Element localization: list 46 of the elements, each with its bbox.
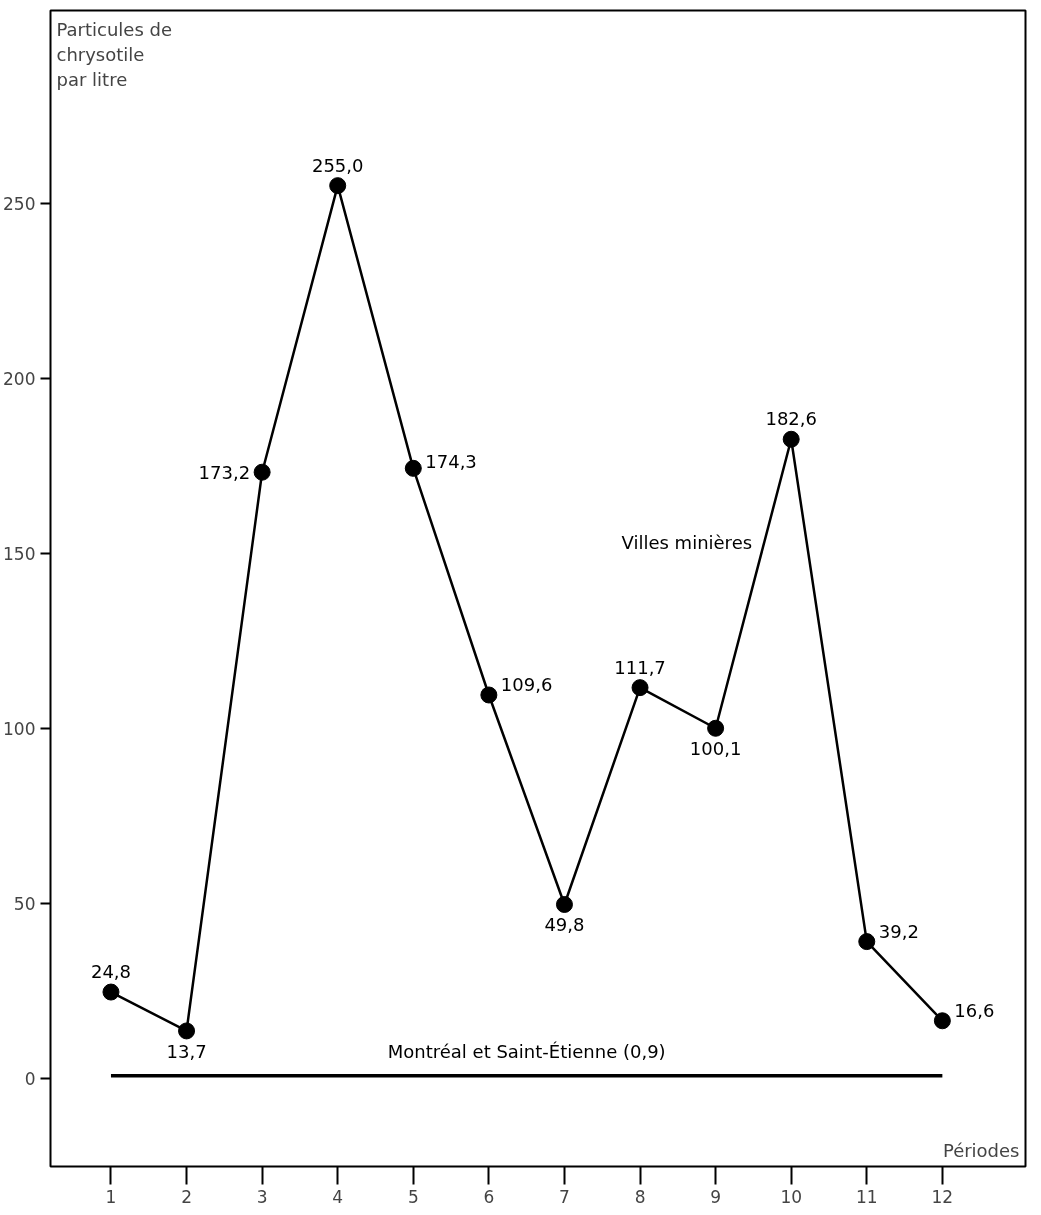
x-tick-label: 12 — [931, 1186, 954, 1207]
point — [253, 463, 271, 481]
series-label: Montréal et Saint-Étienne (0,9) — [387, 1040, 666, 1062]
data-label: 16,6 — [954, 999, 995, 1021]
data-label: 39,2 — [878, 920, 919, 942]
data-label: 109,6 — [500, 673, 553, 695]
data-label: 100,1 — [689, 738, 742, 760]
point — [404, 459, 422, 477]
point — [782, 430, 800, 448]
y-tick-label: 250 — [3, 193, 36, 214]
y-axis-title: Particules de chrysotile par litre — [56, 18, 173, 90]
point — [329, 177, 347, 195]
x-tick-label: 5 — [407, 1186, 419, 1207]
y-tick-label: 50 — [13, 894, 36, 915]
x-tick-label: 7 — [559, 1186, 570, 1207]
data-label: 173,2 — [198, 461, 251, 483]
point — [933, 1012, 951, 1030]
data-label: 49,8 — [544, 914, 585, 936]
x-tick-label: 2 — [181, 1186, 192, 1207]
x-tick-label: 1 — [105, 1186, 117, 1207]
point — [178, 1022, 196, 1040]
x-tick-label: 6 — [483, 1186, 495, 1207]
point — [102, 983, 120, 1001]
x-tick-label: 10 — [780, 1186, 803, 1207]
data-label: 174,3 — [425, 451, 477, 473]
data-label: 24,8 — [90, 961, 131, 983]
data-label: 13,7 — [166, 1040, 207, 1062]
data-label: 255,0 — [311, 154, 364, 176]
y-tick-label: 100 — [3, 719, 36, 740]
point — [707, 719, 725, 737]
point — [631, 679, 649, 697]
y-tick-label: 0 — [24, 1069, 36, 1090]
series-label: Villes minières — [621, 532, 753, 554]
point — [480, 686, 498, 704]
x-tick-label: 9 — [710, 1186, 722, 1207]
x-tick-label: 11 — [855, 1186, 878, 1207]
y-tick-label: 150 — [3, 543, 36, 564]
point — [555, 895, 573, 913]
data-label: 182,6 — [765, 408, 817, 430]
x-tick-label: 3 — [256, 1186, 268, 1207]
x-tick-label: 8 — [634, 1186, 646, 1207]
y-tick-label: 200 — [3, 368, 36, 389]
x-tick-label: 4 — [332, 1186, 344, 1207]
point — [858, 933, 876, 951]
x-axis-title: Périodes — [942, 1139, 1020, 1161]
data-label: 111,7 — [614, 656, 666, 678]
